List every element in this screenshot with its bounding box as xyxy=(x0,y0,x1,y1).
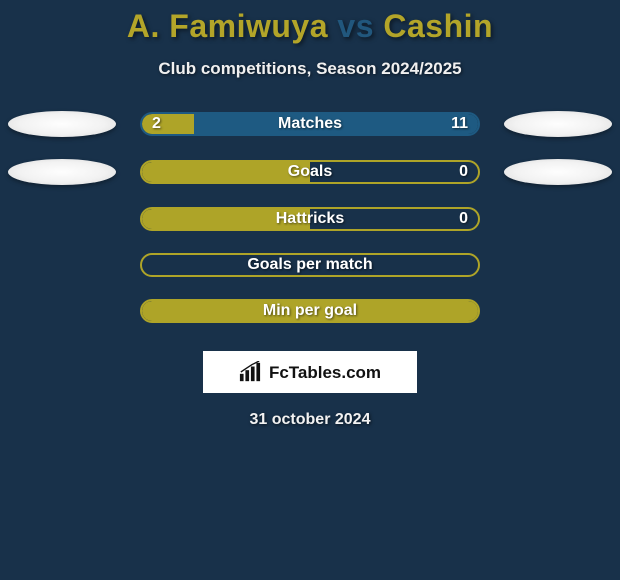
stat-label: Hattricks xyxy=(142,210,478,228)
title-player-left: A. Famiwuya xyxy=(127,8,328,44)
stat-bar: 211Matches xyxy=(140,112,480,136)
stat-row: 0Hattricks xyxy=(8,207,612,231)
team-badge-left xyxy=(8,111,116,137)
brand-box: FcTables.com xyxy=(203,351,417,393)
stat-row: Goals per match xyxy=(8,253,612,277)
team-badge-right xyxy=(504,111,612,137)
stat-label: Goals per match xyxy=(142,256,478,274)
stat-row: 0Goals xyxy=(8,159,612,185)
stat-label: Matches xyxy=(142,115,478,133)
stat-label: Goals xyxy=(142,163,478,181)
bar-chart-icon xyxy=(239,361,261,383)
stat-row: 211Matches xyxy=(8,111,612,137)
title-vs: vs xyxy=(337,8,374,44)
page-title: A. Famiwuya vs Cashin xyxy=(127,8,493,45)
title-player-right: Cashin xyxy=(383,8,493,44)
stat-bar: Goals per match xyxy=(140,253,480,277)
stat-label: Min per goal xyxy=(142,302,478,320)
stat-rows: 211Matches 0Goals 0Hattricks Goals per matc… xyxy=(8,111,612,345)
team-badge-left xyxy=(8,159,116,185)
stat-bar: 0Hattricks xyxy=(140,207,480,231)
footer-date: 31 october 2024 xyxy=(250,411,371,429)
team-badge-right xyxy=(504,159,612,185)
brand-inner: FcTables.com xyxy=(239,361,381,383)
brand-text: FcTables.com xyxy=(269,363,381,383)
subtitle: Club competitions, Season 2024/2025 xyxy=(158,59,461,79)
stat-row: Min per goal xyxy=(8,299,612,323)
stat-bar: Min per goal xyxy=(140,299,480,323)
stat-bar: 0Goals xyxy=(140,160,480,184)
comparison-card: A. Famiwuya vs Cashin Club competitions,… xyxy=(0,0,620,429)
